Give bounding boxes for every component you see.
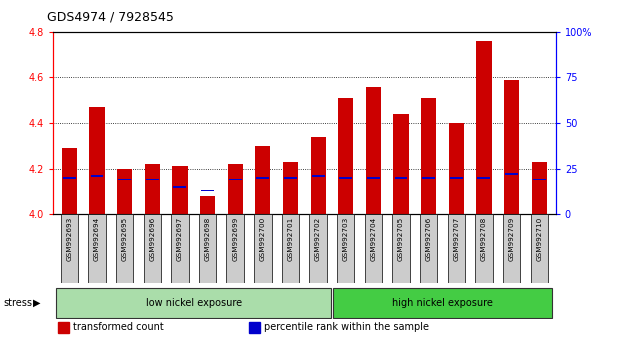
Text: low nickel exposure: low nickel exposure: [146, 298, 242, 308]
Text: GSM992693: GSM992693: [66, 217, 73, 261]
Bar: [530, 214, 548, 283]
Bar: [249, 322, 260, 333]
Bar: [533, 179, 546, 181]
Bar: [118, 179, 131, 181]
Bar: [57, 288, 331, 318]
Bar: [145, 164, 160, 214]
Bar: [339, 177, 352, 179]
Bar: [365, 214, 382, 283]
Bar: [143, 214, 161, 283]
Bar: [420, 214, 437, 283]
Bar: [337, 214, 355, 283]
Bar: [449, 123, 464, 214]
Bar: [338, 98, 353, 214]
Bar: [475, 214, 492, 283]
Bar: [310, 137, 325, 214]
Bar: [284, 177, 297, 179]
Bar: [172, 166, 188, 214]
Bar: [91, 175, 104, 177]
Text: GSM992703: GSM992703: [343, 217, 349, 261]
Bar: [256, 177, 270, 179]
Bar: [200, 196, 215, 214]
Bar: [394, 177, 407, 179]
Text: GSM992709: GSM992709: [509, 217, 515, 261]
Bar: [116, 214, 134, 283]
Bar: [505, 173, 518, 175]
Text: GSM992701: GSM992701: [288, 217, 294, 261]
Text: ▶: ▶: [33, 298, 40, 308]
Bar: [88, 214, 106, 283]
Bar: [282, 214, 299, 283]
Text: percentile rank within the sample: percentile rank within the sample: [264, 322, 429, 332]
Text: GSM992697: GSM992697: [177, 217, 183, 261]
Bar: [201, 189, 214, 192]
Bar: [476, 41, 492, 214]
Bar: [229, 179, 242, 181]
Bar: [171, 214, 189, 283]
Bar: [255, 146, 270, 214]
Bar: [117, 169, 132, 214]
Bar: [333, 288, 552, 318]
Bar: [254, 214, 271, 283]
Bar: [61, 214, 78, 283]
Text: stress: stress: [3, 298, 32, 308]
Bar: [227, 164, 243, 214]
Bar: [478, 177, 491, 179]
Bar: [312, 175, 325, 177]
Text: GSM992698: GSM992698: [204, 217, 211, 261]
Bar: [61, 148, 77, 214]
Bar: [504, 80, 519, 214]
Bar: [89, 107, 104, 214]
Text: GSM992704: GSM992704: [370, 217, 376, 261]
Text: GSM992707: GSM992707: [453, 217, 460, 261]
Bar: [503, 214, 520, 283]
Text: GSM992700: GSM992700: [260, 217, 266, 261]
Bar: [58, 322, 69, 333]
Bar: [532, 162, 547, 214]
Text: GDS4974 / 7928545: GDS4974 / 7928545: [47, 11, 173, 24]
Bar: [146, 179, 159, 181]
Bar: [63, 177, 76, 179]
Text: GSM992702: GSM992702: [315, 217, 321, 261]
Bar: [450, 177, 463, 179]
Text: GSM992694: GSM992694: [94, 217, 100, 261]
Bar: [394, 114, 409, 214]
Bar: [421, 98, 437, 214]
Bar: [422, 177, 435, 179]
Bar: [227, 214, 244, 283]
Bar: [199, 214, 216, 283]
Bar: [366, 87, 381, 214]
Bar: [309, 214, 327, 283]
Text: GSM992695: GSM992695: [122, 217, 128, 261]
Bar: [173, 186, 186, 188]
Bar: [283, 162, 298, 214]
Text: GSM992699: GSM992699: [232, 217, 238, 261]
Bar: [367, 177, 380, 179]
Text: high nickel exposure: high nickel exposure: [392, 298, 493, 308]
Bar: [392, 214, 410, 283]
Text: GSM992705: GSM992705: [398, 217, 404, 261]
Text: GSM992708: GSM992708: [481, 217, 487, 261]
Text: GSM992706: GSM992706: [425, 217, 432, 261]
Text: GSM992696: GSM992696: [149, 217, 155, 261]
Bar: [448, 214, 465, 283]
Text: transformed count: transformed count: [73, 322, 164, 332]
Text: GSM992710: GSM992710: [536, 217, 542, 261]
